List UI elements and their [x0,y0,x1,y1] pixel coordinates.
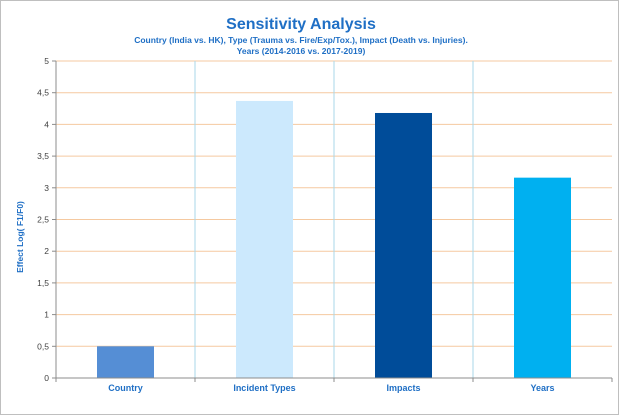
x-tick-labels: Country Incident Types Impacts Years [108,383,554,393]
y-tick-label: 3,5 [37,151,49,161]
x-tick-label: Incident Types [233,383,295,393]
chart-subtitle-line-1: Country (India vs. HK), Type (Trauma vs.… [134,35,468,45]
y-tick-label: 0,5 [37,341,49,351]
y-tick-label: 4 [44,119,49,129]
y-tick-label: 5 [44,56,49,66]
y-tick-label: 3 [44,183,49,193]
bar-country [97,346,154,378]
chart-title: Sensitivity Analysis [226,16,376,33]
y-axis-label: Effect Log( F1/F0) [15,201,25,273]
bars [97,100,571,378]
x-tick-label: Years [530,383,554,393]
x-tick-label: Country [108,383,143,393]
y-tick-labels: 0 0,5 1 1,5 2 2,5 3 3,5 4 4,5 5 [37,56,49,383]
y-tick-label: 1 [44,310,49,320]
bar-incident-types [236,100,293,378]
y-tick-label: 4,5 [37,88,49,98]
y-tick-label: 2,5 [37,215,49,225]
x-tick-label: Impacts [386,383,420,393]
category-separators [194,61,474,378]
y-tick-label: 2 [44,246,49,256]
bar-years [514,177,571,378]
y-tick-label: 1,5 [37,278,49,288]
axes [52,60,613,382]
y-tick-label: 0 [44,373,49,383]
chart-subtitle-line-2: Years (2014-2016 vs. 2017-2019) [237,46,366,56]
bar-impacts [375,112,432,378]
